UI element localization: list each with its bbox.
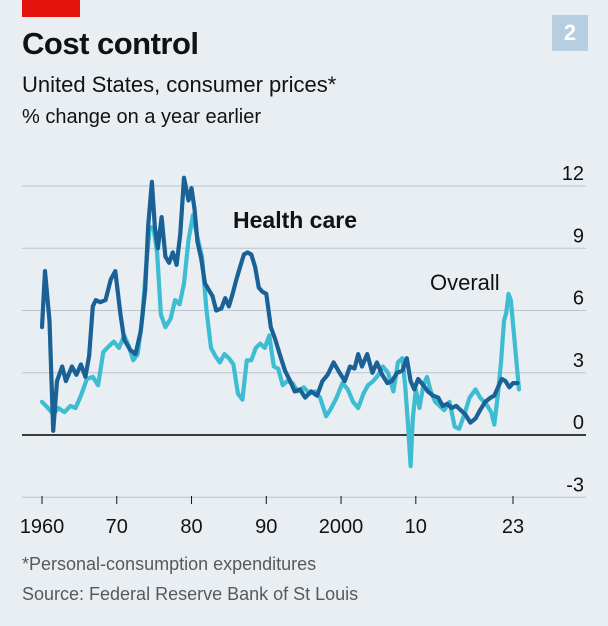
brand-red-tag [22,0,80,17]
y-tick-labels: -3 0 3 6 9 12 [562,163,584,496]
footnote: *Personal-consumption expenditures [22,554,317,574]
chart-title: Cost control [22,26,199,61]
x-tick-label: 1960 [20,516,65,538]
y-tick-label: 3 [573,350,584,372]
x-tick-labels: 1960 70 80 90 2000 10 23 [20,516,524,538]
line-chart: -3 0 3 6 9 12 1960 70 80 90 2000 10 23 Health care O… [20,163,586,538]
y-tick-label: 9 [573,225,584,247]
x-tick-label: 70 [106,516,128,538]
x-tick-label: 23 [502,516,524,538]
y-tick-label: -3 [566,474,584,496]
y-tick-label: 6 [573,288,584,310]
y-tick-label: 0 [573,412,584,434]
y-tick-label: 12 [562,163,584,185]
x-tick-label: 90 [255,516,277,538]
health-care-series-label: Health care [233,207,357,233]
chart-unit-label: % change on a year earlier [22,106,262,128]
series-labels: Health care Overall [233,207,500,295]
chart-number-badge: 2 [552,15,588,51]
series-lines [39,175,522,469]
grid-lines [22,185,586,504]
source-note: Source: Federal Reserve Bank of St Louis [22,584,359,604]
chart-subtitle: United States, consumer prices* [22,72,337,97]
x-tick-label: 80 [180,516,202,538]
x-tick-label: 10 [405,516,427,538]
health-care-line [39,175,520,433]
overall-series-label: Overall [430,270,500,295]
overall-line [39,213,522,469]
x-tick-label: 2000 [319,516,364,538]
